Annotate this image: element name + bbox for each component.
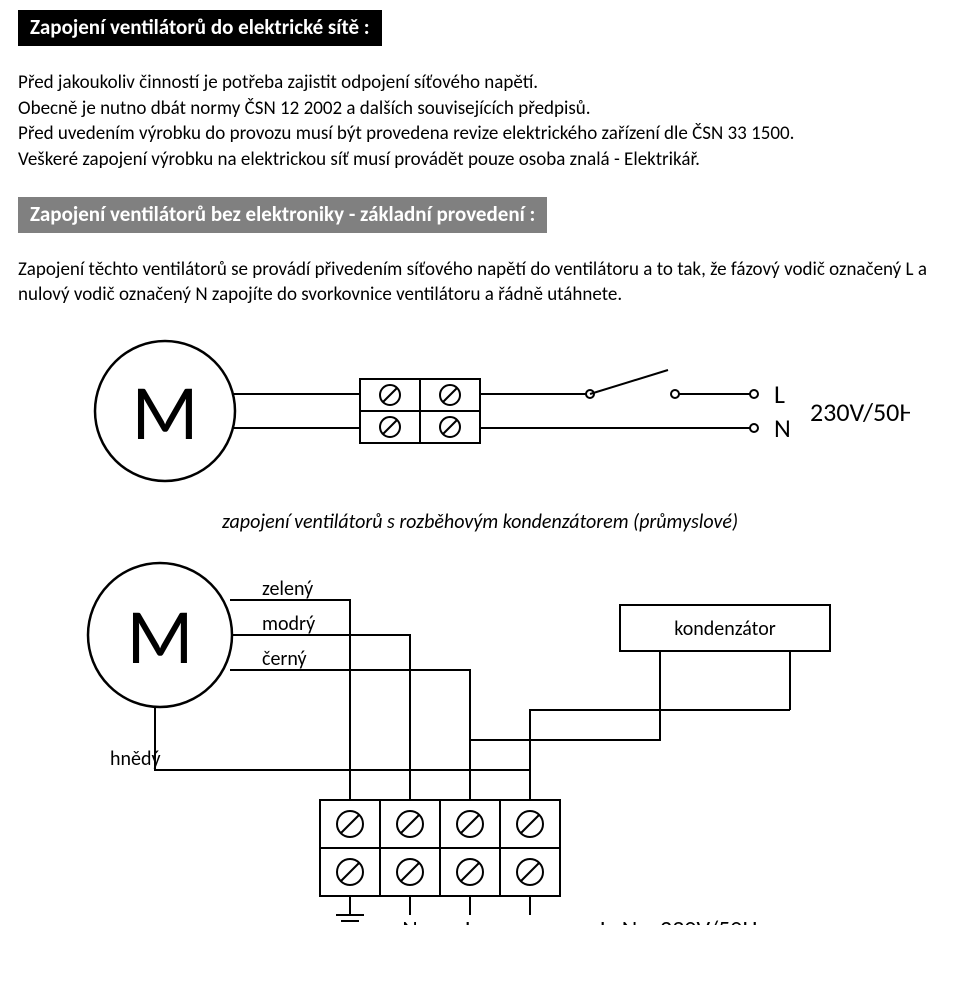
d1-end-N xyxy=(750,424,758,432)
diagram-1-wrap: M xyxy=(18,326,942,496)
capacitor-label: kondenzátor xyxy=(674,617,775,641)
d1-switch-arm xyxy=(590,370,668,394)
diagram-2-svg: M kond xyxy=(30,540,930,925)
diagram-2-caption: zapojení ventilátorů s rozběhovým konden… xyxy=(18,510,942,534)
d1-label-L: L xyxy=(774,378,785,410)
wire-brown xyxy=(155,707,530,800)
wire-brown-label: hnědý xyxy=(110,747,161,771)
d2-label-L: L xyxy=(465,915,475,925)
motor-letter-2: M xyxy=(127,589,194,684)
d1-terminal-block xyxy=(360,379,480,443)
wiring-paragraph: Zapojení těchto ventilátorů se provádí p… xyxy=(18,257,942,308)
d2-label-LN-power: L, N = 230V/50Hz xyxy=(600,915,767,925)
d1-label-power: 230V/50Hz xyxy=(810,396,910,428)
cap-left-to-pole3 xyxy=(470,710,660,740)
d1-label-N: N xyxy=(774,412,791,444)
d2-terminal-block xyxy=(320,800,560,896)
diagram-1-svg: M xyxy=(50,326,910,496)
motor-letter-1: M xyxy=(132,365,199,460)
wire-blue-label: modrý xyxy=(262,612,315,636)
subtitle-box: Zapojení ventilátorů bez elektroniky - z… xyxy=(18,197,547,233)
diagram-2-wrap: M kond xyxy=(18,540,942,925)
page-title-box: Zapojení ventilátorů do elektrické sítě … xyxy=(18,10,382,46)
ground-symbol xyxy=(336,915,364,925)
intro-paragraph: Před jakoukoliv činností je potřeba zaji… xyxy=(18,70,942,173)
d2-label-N: N xyxy=(402,915,418,925)
wire-green-label: zelený xyxy=(262,577,313,601)
wire-blue xyxy=(232,635,410,800)
d1-end-L xyxy=(750,390,758,398)
wire-black-label: černý xyxy=(262,647,307,671)
d1-switch-node-right xyxy=(671,390,679,398)
